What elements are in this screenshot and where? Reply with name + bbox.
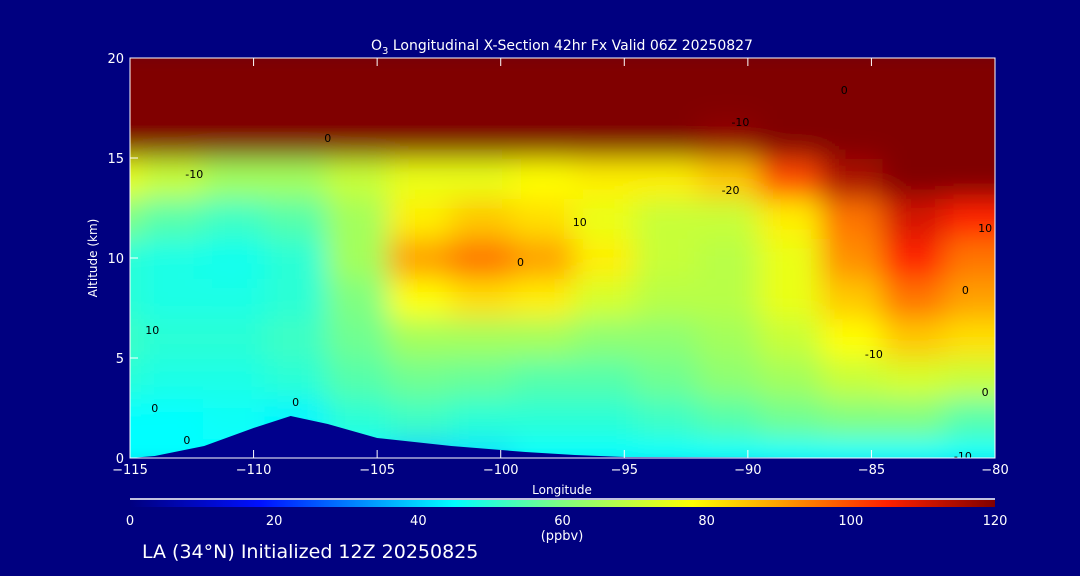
chart-title: O3 Longitudinal X-Section 42hr Fx Valid … [371,38,753,57]
y-axis: 0 5 10 15 20 [107,52,138,467]
heatmap-cell [944,118,995,159]
heatmap-cell [944,238,995,279]
y-axis-label: Altitude (km) [86,219,100,298]
terrain [130,416,995,458]
subtitle: LA (34°N) Initialized 12Z 20250825 [142,541,479,563]
contour-label: 0 [324,132,331,145]
colorbar-tick-label: 80 [698,514,715,529]
contour-label: 0 [517,256,524,269]
contour-label: 0 [151,402,158,415]
heatmap-cell [944,58,995,79]
y-tick-label: 20 [107,52,124,67]
contour-label: -10 [865,348,883,361]
x-tick-label: −85 [858,463,885,478]
heatmap-cell [944,318,995,359]
colorbar-tick-label: 40 [410,514,427,529]
contour-label: 10 [573,216,587,229]
contour-label: 10 [978,222,992,235]
x-tick-label: −95 [611,463,638,478]
contour-label: -10 [731,116,749,129]
contour-label: 0 [841,84,848,97]
x-tick-label: −100 [483,463,519,478]
x-tick-label: −105 [359,463,395,478]
heatmap-cell [944,278,995,319]
contour-label: 10 [145,324,159,337]
heatmap-cell [944,78,995,119]
contour-label: -10 [954,450,972,463]
contour-label: 0 [982,386,989,399]
heatmap-cell [944,398,995,439]
colorbar [130,500,995,507]
colorbar-tick-label: 20 [266,514,283,529]
heatmap-cells [130,58,995,458]
contour-label: 0 [183,434,190,447]
x-tick-label: −115 [112,463,148,478]
contour-label: -10 [185,168,203,181]
colorbar-tick-label: 60 [554,514,571,529]
heatmap-cell [944,358,995,399]
y-tick-label: 0 [116,452,124,467]
y-tick-label: 5 [116,352,124,367]
colorbar-tick-label: 120 [983,514,1008,529]
contour-label: 0 [292,396,299,409]
x-tick-label: −110 [236,463,272,478]
x-tick-label: −80 [981,463,1008,478]
x-axis-label: Longitude [532,483,592,497]
heatmap-cell [944,158,995,199]
x-tick-label: −90 [734,463,761,478]
contour-label: -20 [722,184,740,197]
contour-labels: 0 -10 -10 0 -20 10 0 10 -10 0 0 0 0 10 0 -10 [145,84,992,463]
x-axis: −115 −110 −105 −100 −95 −90 −85 −80 [112,58,1009,478]
heatmap-cell [944,198,995,239]
colorbar-units: (ppbv) [541,529,584,544]
colorbar-tick-label: 100 [838,514,863,529]
heatmap-cell [944,438,995,458]
contour-label: 0 [962,284,969,297]
colorbar-tick-label: 0 [126,514,134,529]
y-tick-label: 15 [107,152,124,167]
colorbar-ticks: 0 20 40 60 80 100 120 [126,514,1008,529]
y-tick-label: 10 [107,252,124,267]
